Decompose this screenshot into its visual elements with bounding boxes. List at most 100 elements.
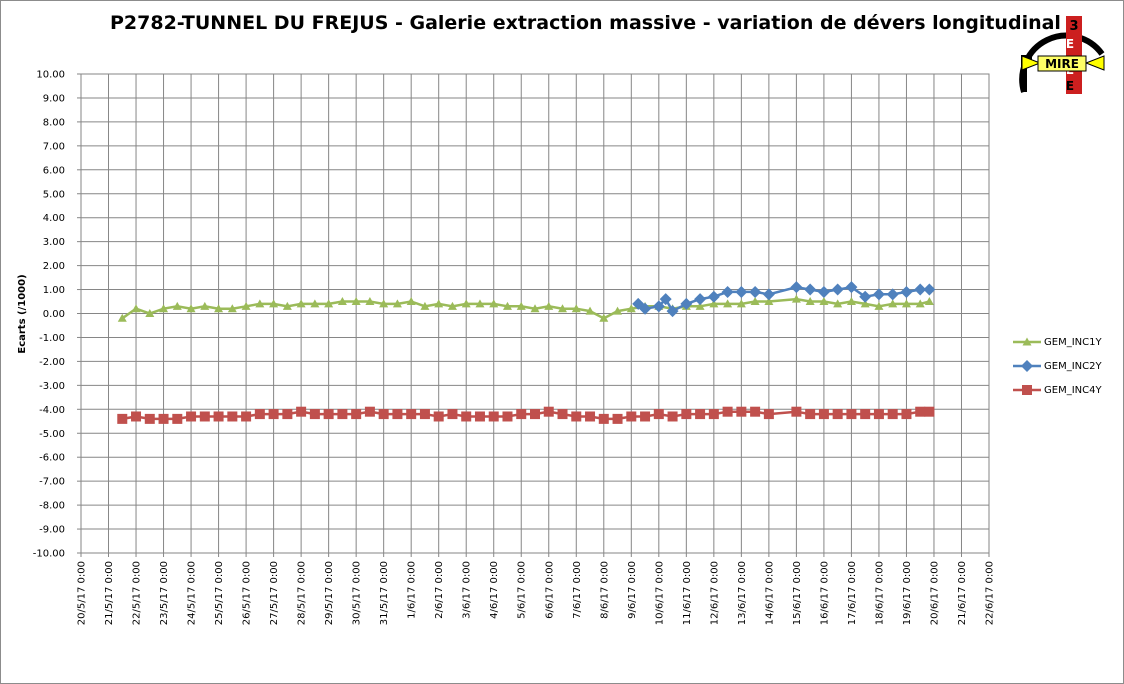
data-point [323, 409, 334, 420]
data-point [474, 411, 485, 422]
x-tick-label: 9/6/17 0:00 [627, 561, 638, 619]
data-point [708, 409, 719, 420]
legend-label: GEM_INC1Y [1044, 336, 1102, 348]
data-point [805, 409, 816, 420]
data-point [227, 411, 238, 422]
data-point [846, 409, 857, 420]
data-point [296, 299, 306, 308]
data-point [599, 313, 609, 322]
x-tick-label: 22/5/17 0:00 [132, 561, 143, 625]
data-point [613, 306, 623, 315]
svg-text:E: E [1066, 79, 1074, 93]
x-tick-label: 16/6/17 0:00 [819, 561, 830, 625]
x-tick-label: 21/5/17 0:00 [104, 561, 115, 625]
x-tick-label: 12/6/17 0:00 [709, 561, 720, 625]
data-point [364, 406, 375, 417]
svg-text:MIRE: MIRE [1045, 57, 1079, 71]
x-tick-label: 13/6/17 0:00 [737, 561, 748, 625]
x-tick-label: 30/5/17 0:00 [352, 561, 363, 625]
data-point [254, 409, 265, 420]
data-point [653, 409, 664, 420]
data-point [543, 406, 554, 417]
data-point [805, 297, 815, 306]
data-point [640, 411, 651, 422]
data-point [378, 409, 389, 420]
data-point [502, 301, 512, 310]
y-tick-label: 1.00 [43, 285, 65, 296]
y-tick-label: -1.00 [39, 333, 65, 344]
x-tick-label: 19/6/17 0:00 [902, 561, 913, 625]
series-gem-inc2y [632, 281, 936, 318]
x-tick-label: 28/5/17 0:00 [297, 561, 308, 625]
data-point [923, 283, 936, 296]
legend-item: GEM_INC2Y [1012, 354, 1120, 378]
data-point [502, 411, 513, 422]
data-point [406, 297, 416, 306]
data-point [351, 409, 362, 420]
data-point [924, 297, 934, 306]
legend-swatch [1013, 360, 1041, 372]
data-point [351, 297, 361, 306]
x-tick-label: 20/5/17 0:00 [77, 561, 88, 625]
y-tick-label: 2.00 [43, 261, 65, 272]
data-point [379, 299, 389, 308]
data-point [392, 299, 402, 308]
y-tick-label: 3.00 [43, 237, 65, 248]
y-axis-label: Ecarts (/1000) [17, 274, 28, 353]
data-point [626, 411, 637, 422]
data-point [434, 299, 444, 308]
legend-swatch [1013, 385, 1041, 395]
legend-marker [1022, 385, 1032, 395]
data-point [750, 297, 760, 306]
data-point [819, 297, 829, 306]
x-axis-ticks: 20/5/17 0:00 21/5/17 0:00 22/5/17 0:00 23/5… [77, 561, 996, 625]
data-point [200, 301, 210, 310]
x-tick-label: 27/5/17 0:00 [269, 561, 280, 625]
series-gem-inc1y [117, 294, 934, 322]
data-point [721, 285, 734, 298]
data-point [695, 409, 706, 420]
data-point [310, 299, 320, 308]
legend-item: GEM_INC1Y [1012, 330, 1120, 354]
chart-title: P2782-TUNNEL DU FREJUS - Galerie extract… [110, 12, 1061, 34]
grid-lines [77, 73, 990, 557]
y-tick-label: 5.00 [43, 189, 65, 200]
data-point [131, 411, 142, 422]
data-point [874, 301, 884, 310]
data-point [832, 409, 843, 420]
x-tick-label: 4/6/17 0:00 [489, 561, 500, 619]
data-point [735, 285, 748, 298]
data-point [846, 297, 856, 306]
data-point [309, 409, 320, 420]
x-tick-label: 17/6/17 0:00 [847, 561, 858, 625]
data-point [860, 409, 871, 420]
legend: GEM_INC1Y GEM_INC2Y GEM_INC4Y [1012, 330, 1120, 402]
y-tick-label: -2.00 [39, 357, 65, 368]
data-point [817, 285, 830, 298]
data-point [420, 301, 430, 310]
y-tick-label: 4.00 [43, 213, 65, 224]
x-tick-label: 1/6/17 0:00 [407, 561, 418, 619]
data-point [475, 299, 485, 308]
x-tick-label: 11/6/17 0:00 [682, 561, 693, 625]
data-point [667, 411, 678, 422]
data-point [723, 299, 733, 308]
data-point [268, 409, 279, 420]
data-point [901, 299, 911, 308]
data-point [544, 301, 554, 310]
data-point [709, 299, 719, 308]
x-tick-label: 25/5/17 0:00 [214, 561, 225, 625]
data-point [186, 304, 196, 313]
data-point [131, 304, 141, 313]
x-tick-label: 3/6/17 0:00 [462, 561, 473, 619]
data-point [461, 411, 472, 422]
x-tick-label: 8/6/17 0:00 [599, 561, 610, 619]
data-point [571, 411, 582, 422]
data-point [914, 283, 927, 296]
legend-swatch [1013, 337, 1041, 346]
data-point [241, 411, 252, 422]
data-point [680, 297, 693, 310]
x-tick-label: 23/5/17 0:00 [159, 561, 170, 625]
